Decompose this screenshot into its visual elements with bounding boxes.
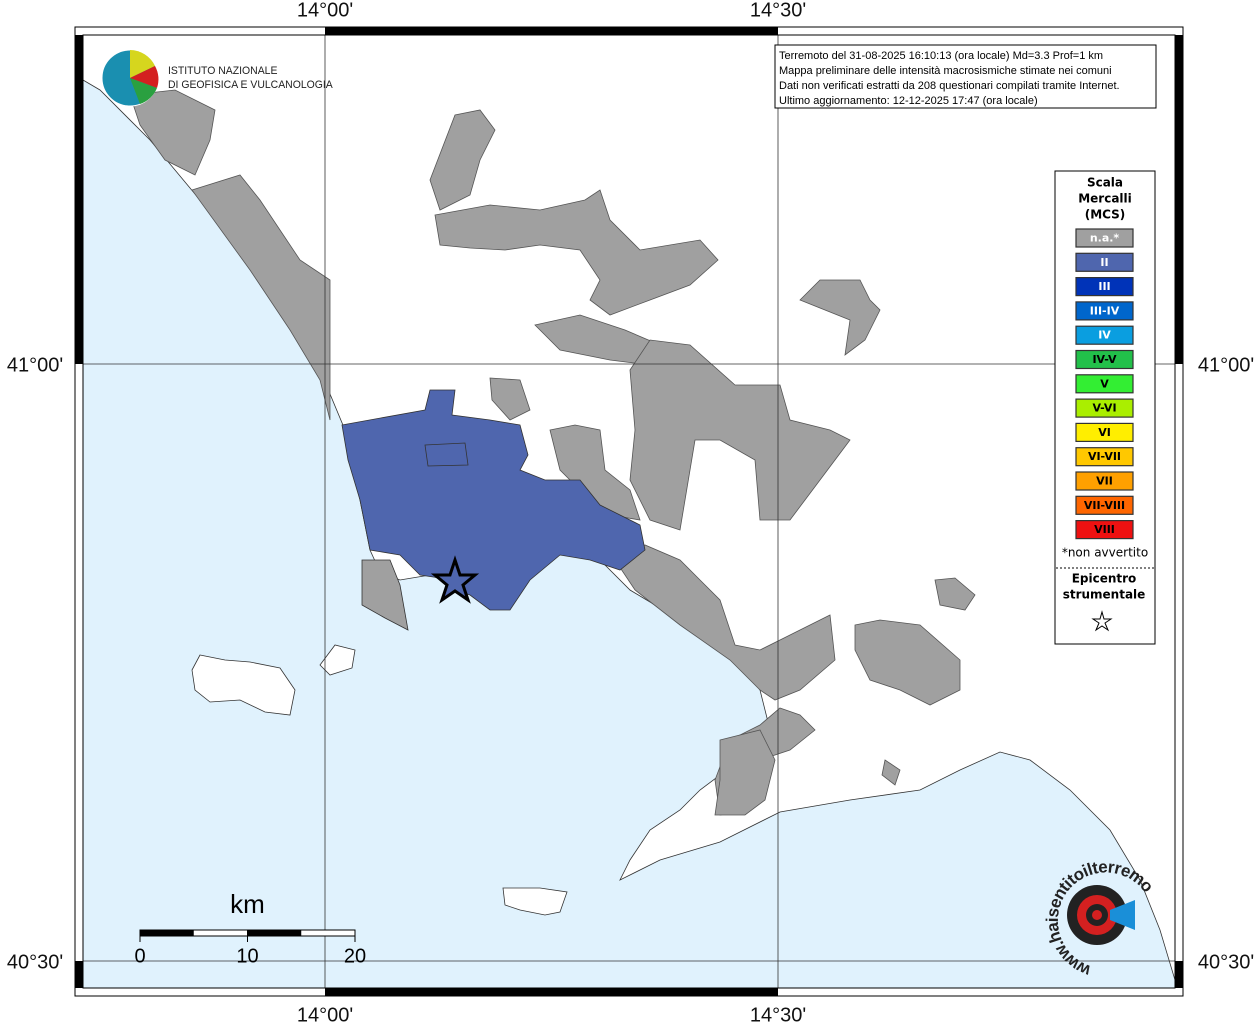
scale-bar-segment — [247, 930, 302, 936]
axis-label: 41°00' — [1198, 354, 1254, 376]
legend-label: IV — [1098, 329, 1111, 342]
graticule — [83, 35, 1175, 988]
legend-label: III — [1098, 280, 1110, 293]
legend-swatch — [1075, 519, 1134, 540]
legend-swatch — [1075, 301, 1134, 321]
legend-title: (MCS) — [1085, 208, 1126, 222]
ingv-logo — [101, 49, 159, 107]
legend-swatch — [1075, 471, 1134, 491]
info-line: Mappa preliminare delle intensità macros… — [779, 65, 1112, 77]
axis-label: 14°00' — [297, 0, 353, 21]
legend-swatch — [1075, 374, 1134, 394]
info-line: Dati non verificati estratti da 208 ques… — [779, 80, 1120, 92]
legend-label: III-IV — [1090, 304, 1120, 317]
legend-label: n.a.* — [1090, 232, 1120, 245]
legend-label: V-VI — [1092, 402, 1116, 415]
map-frame — [74, 26, 1184, 997]
epicenter-star — [430, 555, 480, 604]
axis-label: 14°30' — [750, 0, 806, 21]
site-logo — [1067, 885, 1135, 945]
axis-label: 40°30' — [1198, 951, 1254, 973]
legend-epicenter: strumentale — [1063, 588, 1146, 602]
legend-swatch — [1075, 495, 1134, 515]
islands — [191, 559, 568, 916]
info-box — [774, 44, 1157, 109]
legend-note: *non avvertito — [1062, 546, 1148, 560]
logo-text: ISTITUTO NAZIONALE — [168, 65, 277, 77]
scale-label: 10 — [236, 945, 258, 967]
legend-swatch — [1075, 422, 1134, 442]
axis-label: 14°30' — [750, 1004, 806, 1024]
legend-title: Mercalli — [1078, 192, 1132, 206]
legend-label: VII — [1096, 475, 1113, 488]
municipalities-not-available — [129, 89, 976, 816]
legend-swatch — [1075, 325, 1134, 345]
legend-swatch — [1075, 252, 1134, 272]
info-line: Terremoto del 31-08-2025 16:10:13 (ora l… — [779, 50, 1103, 62]
legend-label: II — [1100, 256, 1108, 269]
info-line: Ultimo aggiornamento: 12-12-2025 17:47 (… — [779, 95, 1038, 107]
axis-label: 40°30' — [7, 951, 63, 973]
legend-title: Scala — [1087, 176, 1123, 190]
legend-epicenter: Epicentro — [1072, 572, 1137, 586]
legend-label: VI-VII — [1088, 450, 1121, 463]
axis-label: 41°00' — [7, 354, 63, 376]
scale-bar-segment — [140, 930, 194, 936]
axis-label: 14°00' — [297, 1004, 353, 1024]
legend-swatch — [1075, 228, 1134, 248]
legend-label: V — [1100, 377, 1109, 390]
legend-label: VII-VIII — [1084, 499, 1125, 512]
scale-unit: km — [230, 889, 265, 919]
legend-label: VIII — [1094, 523, 1115, 536]
scale-label: 0 — [134, 945, 145, 967]
legend-swatch — [1075, 277, 1134, 297]
legend-swatch — [1075, 398, 1134, 418]
intensity-ii-area — [341, 389, 646, 611]
scale-label: 20 — [344, 945, 366, 967]
legend-swatch — [1075, 447, 1134, 467]
legend-swatch — [1075, 349, 1134, 370]
logo-text: DI GEOFISICA E VULCANOLOGIA — [168, 79, 334, 91]
legend-star — [1091, 610, 1113, 632]
legend-label: VI — [1098, 426, 1111, 439]
legend-label: IV-V — [1092, 353, 1117, 366]
